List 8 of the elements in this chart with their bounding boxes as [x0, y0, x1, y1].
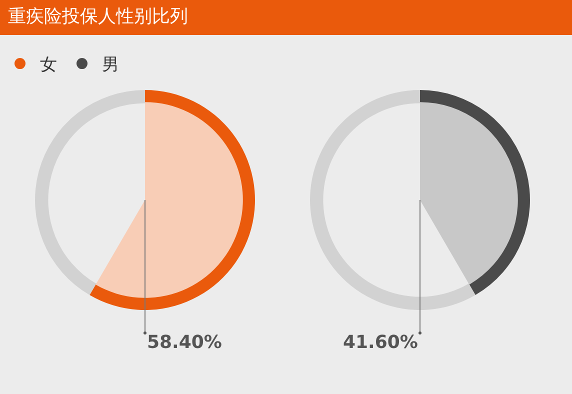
legend-label: 女 — [40, 55, 57, 76]
legend-label: 男 — [102, 55, 119, 76]
donut-slice — [90, 90, 255, 310]
data-label: 41.60% — [343, 332, 418, 353]
donut-slice — [35, 90, 145, 296]
donut-slice — [420, 90, 530, 296]
data-label: 58.40% — [147, 332, 222, 353]
chart-title: 重疾险投保人性别比列 — [8, 6, 188, 27]
